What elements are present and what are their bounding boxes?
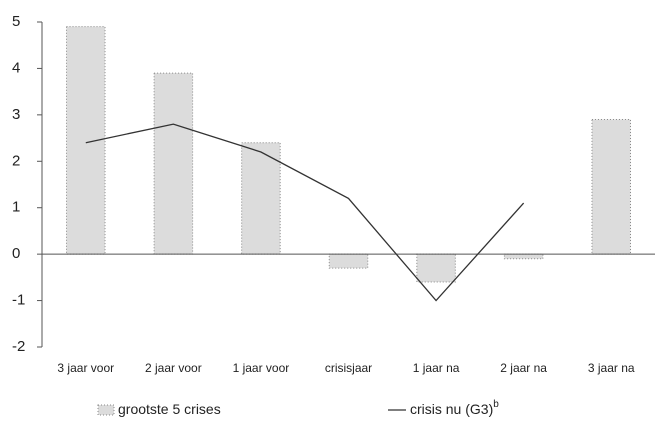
bar xyxy=(241,142,281,255)
x-tick-label: 3 jaar voor xyxy=(57,361,114,375)
bar xyxy=(503,253,544,260)
bar xyxy=(153,72,194,255)
bar xyxy=(416,253,456,283)
y-tick-label: 1 xyxy=(12,199,20,216)
legend-swatch xyxy=(97,404,115,416)
x-tick-label: 1 jaar voor xyxy=(233,361,290,375)
legend-superscript: b xyxy=(493,399,499,410)
y-tick-label: 2 xyxy=(12,152,20,169)
bar xyxy=(328,253,369,269)
x-tick-label: crisisjaar xyxy=(325,361,372,375)
legend-label: crisis nu (G3)b xyxy=(410,399,499,417)
x-tick-label: 2 jaar na xyxy=(500,361,547,375)
y-tick-label: 0 xyxy=(12,245,20,262)
y-tick-label: -2 xyxy=(12,338,25,355)
y-tick-label: -1 xyxy=(12,292,25,309)
y-tick-label: 5 xyxy=(12,13,20,30)
line xyxy=(85,123,525,302)
legend-name: grootste 5 crises xyxy=(118,401,221,417)
legend-label: grootste 5 crises xyxy=(118,401,221,417)
legend-name: crisis nu (G3) xyxy=(410,401,493,417)
x-tick-label: 2 jaar voor xyxy=(145,361,202,375)
y-tick-label: 3 xyxy=(12,106,20,123)
x-tick-label: 1 jaar na xyxy=(413,361,460,375)
y-tick-label: 4 xyxy=(12,59,20,76)
bar xyxy=(591,119,631,255)
x-tick-label: 3 jaar na xyxy=(588,361,635,375)
